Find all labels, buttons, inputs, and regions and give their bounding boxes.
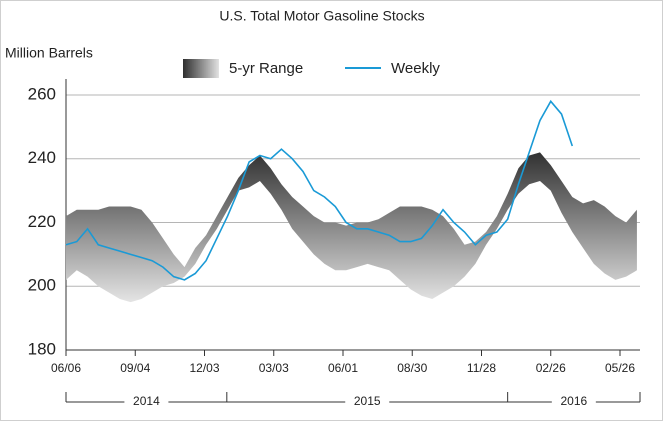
x-tick-label: 11/28 xyxy=(467,361,496,375)
year-label-bg xyxy=(124,394,169,410)
x-tick-label: 09/04 xyxy=(120,361,150,375)
y-tick-label: 200 xyxy=(28,276,56,295)
x-tick-label: 12/03 xyxy=(189,361,219,375)
year-label: 2014 xyxy=(133,394,160,408)
y-tick-label: 260 xyxy=(28,84,56,103)
y-axis-label: Million Barrels xyxy=(5,45,93,61)
y-tick-label: 180 xyxy=(28,339,56,358)
legend-label: 5-yr Range xyxy=(229,60,303,77)
year-label-bg xyxy=(551,394,596,410)
y-tick-label: 220 xyxy=(28,212,56,231)
x-tick-label: 05/26 xyxy=(605,361,635,375)
year-label: 2015 xyxy=(354,394,381,408)
legend-label: Weekly xyxy=(391,60,440,77)
chart-title: U.S. Total Motor Gasoline Stocks xyxy=(219,8,424,24)
x-tick-label: 06/06 xyxy=(51,361,81,375)
year-label-bg xyxy=(345,394,390,410)
x-tick-label: 06/01 xyxy=(328,361,358,375)
year-label: 2016 xyxy=(560,394,587,408)
legend-swatch xyxy=(183,59,219,78)
weekly-line xyxy=(65,99,574,281)
y-tick-label: 240 xyxy=(28,148,56,167)
x-tick-label: 08/30 xyxy=(397,361,427,375)
range-band xyxy=(66,152,637,303)
x-tick-label: 02/26 xyxy=(536,361,566,375)
x-tick-label: 03/03 xyxy=(259,361,289,375)
